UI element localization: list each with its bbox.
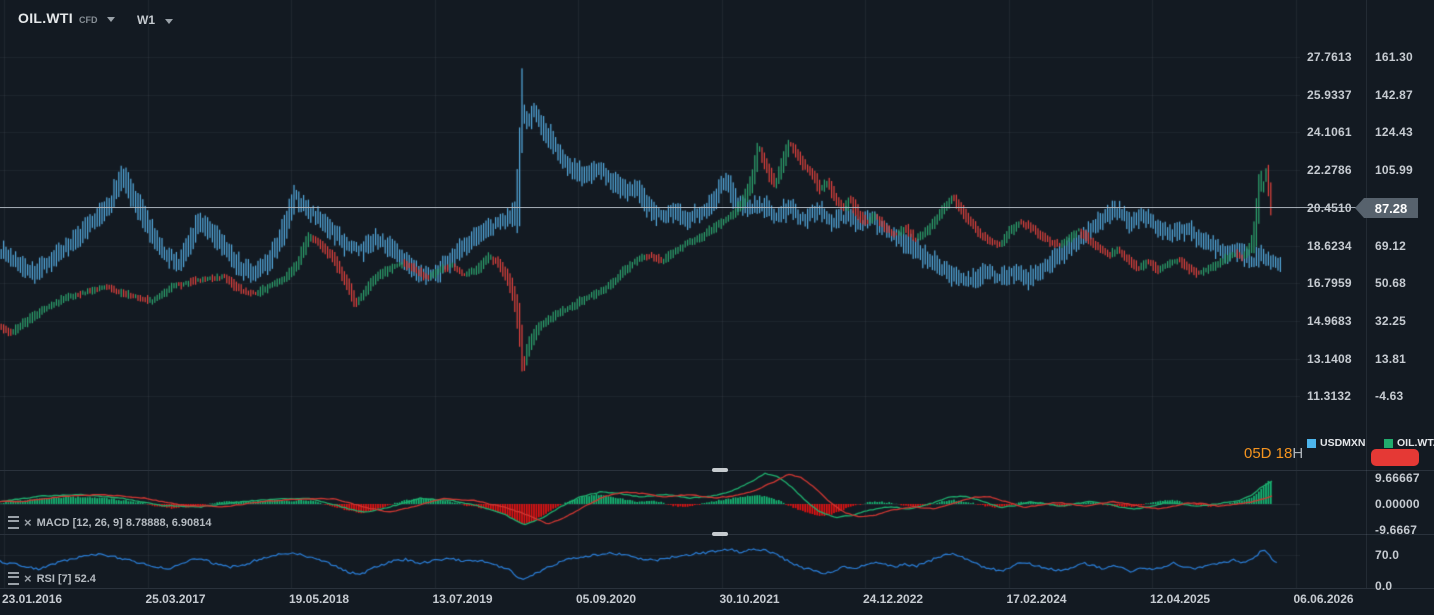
date-axis-label: 17.02.2024 (1006, 592, 1067, 606)
price-axis-label: 105.99 (1375, 163, 1413, 178)
legend-label: USDMXN (1320, 437, 1366, 449)
indicator-settings-icon[interactable] (8, 572, 19, 585)
usdmxn-series-swatch-icon (1307, 438, 1316, 448)
timeframe-label: W1 (137, 13, 155, 27)
date-axis-label: 19.05.2018 (289, 592, 350, 606)
price-axis-label: 13.81 (1375, 351, 1407, 366)
instrument-type-label: CFD (78, 14, 98, 25)
rsi-indicator-header: × RSI [7] 52.4 (8, 572, 96, 585)
price-axis-label: 27.7613 (1307, 50, 1352, 64)
macd-label: MACD [12, 26, 9] 8.78888, 6.90814 (36, 516, 212, 529)
rsi-label: RSI [7] 52.4 (36, 572, 96, 585)
instrument-header[interactable]: OIL.WTI CFD (18, 10, 116, 26)
price-axis-label: 70.0 (1375, 548, 1400, 562)
price-axis-label: 9.66667 (1375, 471, 1420, 485)
date-axis-label: 12.04.2025 (1150, 592, 1211, 606)
timeframe-selector[interactable]: W1 (137, 13, 173, 27)
price-axis-label: 22.2786 (1307, 163, 1352, 178)
price-axis-label: 69.12 (1375, 238, 1407, 253)
candle-countdown: 05D 18H (1244, 445, 1303, 462)
rsi-panel-resize-handle[interactable] (712, 532, 728, 536)
date-axis-label: 23.01.2016 (2, 592, 63, 606)
price-axis-label: 16.7959 (1307, 276, 1352, 291)
countdown-suffix: H (1292, 445, 1304, 462)
date-axis-label: 25.03.2017 (145, 592, 206, 606)
oil-series-swatch-icon (1384, 438, 1393, 448)
price-axis-label: -4.63 (1375, 389, 1404, 404)
price-axis-label: 50.68 (1375, 276, 1407, 291)
price-axis-label: 13.1408 (1307, 351, 1352, 366)
date-axis-separator (0, 588, 1434, 589)
date-axis-label: 05.09.2020 (576, 592, 637, 606)
symbol-label: OIL.WTI (18, 10, 73, 26)
close-icon[interactable]: × (24, 514, 32, 530)
date-axis-label: 30.10.2021 (719, 592, 780, 606)
legend-item-oil[interactable]: OIL.WT.. (1384, 437, 1434, 449)
price-axis-label: 0.00000 (1375, 497, 1420, 511)
price-axis-label: 11.3132 (1307, 389, 1352, 404)
main-chart-canvas[interactable] (0, 0, 1300, 588)
sell-price-badge[interactable] (1371, 449, 1419, 466)
price-axis-label: 124.43 (1375, 125, 1413, 140)
chevron-down-icon[interactable] (107, 16, 116, 22)
indicator-settings-icon[interactable] (8, 516, 19, 529)
price-axis-label: 25.9337 (1307, 87, 1352, 102)
current-price-badge: 87.28 (1364, 198, 1418, 218)
legend-label: OIL.WT.. (1397, 437, 1434, 449)
close-icon[interactable]: × (24, 570, 32, 586)
current-price-badge-arrow (1355, 198, 1364, 218)
date-axis-label: 13.07.2019 (432, 592, 493, 606)
price-axis-label: 14.9683 (1307, 314, 1352, 328)
price-axis-label: 18.6234 (1307, 238, 1352, 253)
price-axis-label: 161.30 (1375, 50, 1413, 64)
legend-item-usdmxn[interactable]: USDMXN (1307, 437, 1366, 449)
macd-indicator-header: × MACD [12, 26, 9] 8.78888, 6.90814 (8, 516, 211, 529)
price-axis-label: 32.25 (1375, 314, 1407, 328)
macd-panel-resize-handle[interactable] (712, 468, 728, 472)
current-price-line (0, 207, 1360, 208)
price-axis-label: -9.6667 (1375, 523, 1418, 537)
price-axis-label: 142.87 (1375, 87, 1413, 102)
chevron-down-icon[interactable] (165, 18, 173, 24)
date-axis-label: 24.12.2022 (863, 592, 924, 606)
axis-column-separator (1366, 0, 1367, 588)
price-axis-label: 24.1061 (1307, 125, 1352, 140)
price-axis-label: 0.0 (1375, 579, 1393, 593)
countdown-value: 05D 18 (1244, 445, 1293, 462)
date-axis-label: 06.06.2026 (1293, 592, 1354, 606)
